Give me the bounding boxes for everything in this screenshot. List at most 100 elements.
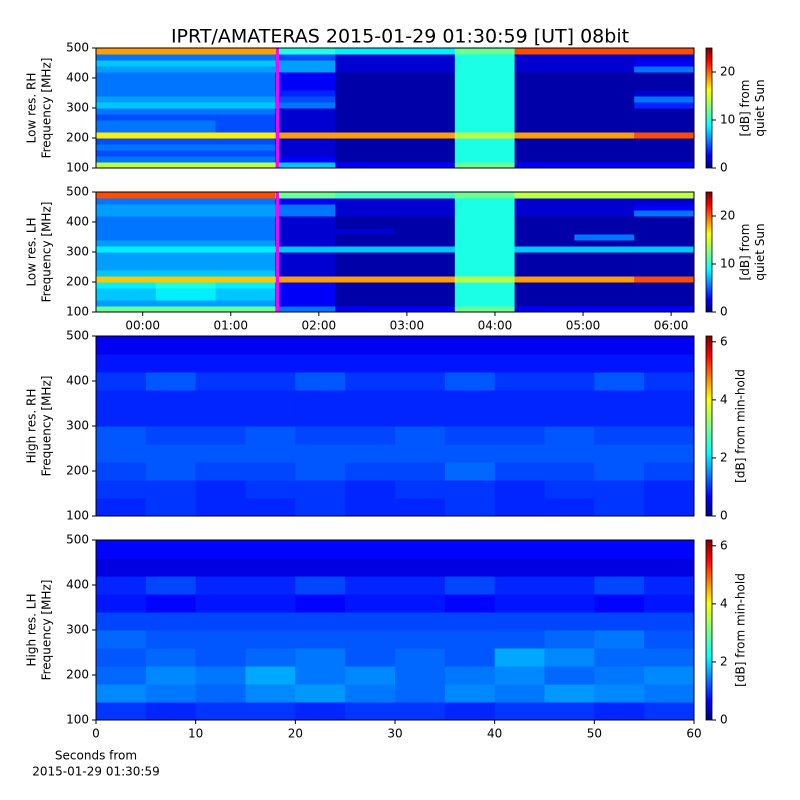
y-axis-label: Frequency [MHz]: [40, 376, 54, 477]
heatmap-cell: [96, 132, 157, 139]
heatmap-cell: [155, 66, 217, 73]
heatmap-cell: [145, 684, 197, 703]
heatmap-cell: [145, 480, 197, 499]
heatmap-cell: [454, 270, 516, 277]
heatmap-cell: [514, 210, 575, 217]
heatmap-cell: [96, 126, 157, 133]
heatmap-cell: [514, 294, 575, 301]
heatmap-cell: [395, 132, 456, 139]
heatmap-cell: [594, 666, 645, 685]
heatmap-cell: [215, 222, 276, 229]
heatmap-cell: [395, 354, 446, 373]
heatmap-cell: [335, 252, 396, 259]
heatmap-cell: [335, 60, 396, 67]
heatmap-cell: [96, 288, 157, 295]
y-tick-label: 100: [66, 713, 89, 727]
heatmap-cell: [574, 288, 635, 295]
heatmap-cell: [514, 246, 575, 253]
heatmap-cell: [155, 126, 217, 133]
heatmap-cell: [275, 114, 336, 121]
heatmap-cell: [395, 102, 456, 109]
heatmap-cell: [96, 480, 147, 499]
colorbar-tick-label: 6: [720, 334, 728, 348]
y-tick-label: 300: [66, 419, 89, 433]
heatmap-cell: [454, 306, 516, 313]
heatmap-cell: [454, 246, 516, 253]
heatmap-cell: [245, 498, 296, 517]
heatmap-cell: [245, 390, 296, 409]
heatmap-cell: [335, 270, 396, 277]
heatmap-cell: [444, 594, 496, 613]
heatmap-cell: [295, 336, 346, 355]
heatmap-cell: [155, 132, 217, 139]
heatmap-cell: [96, 258, 157, 265]
heatmap-cell: [155, 252, 217, 259]
heatmap-cell: [295, 408, 346, 427]
heatmap-cell: [454, 114, 516, 121]
heatmap-cell: [634, 144, 695, 151]
heatmap-cell: [96, 60, 157, 67]
heatmap-cell: [454, 258, 516, 265]
heatmap-cell: [634, 246, 695, 253]
heatmap-cell: [634, 204, 695, 211]
heatmap-cell: [454, 102, 516, 109]
heatmap-cell: [96, 300, 157, 307]
heatmap-cell: [634, 48, 695, 55]
heatmap-cell: [634, 294, 695, 301]
heatmap-cell: [634, 306, 695, 313]
heatmap-cell: [644, 390, 695, 409]
heatmap-cell: [395, 150, 456, 157]
heatmap-cell: [245, 684, 296, 703]
heatmap-cell: [96, 90, 157, 97]
heatmap-cell: [444, 480, 496, 499]
y-tick-label: 100: [66, 305, 89, 319]
colorbar: [705, 539, 713, 721]
heatmap-cell: [634, 102, 695, 109]
heatmap-cell: [245, 336, 296, 355]
heatmap-cell: [275, 54, 336, 61]
heatmap-cell: [454, 222, 516, 229]
heatmap-cell: [494, 444, 545, 463]
heatmap-cell: [574, 192, 635, 199]
heatmap-cell: [574, 240, 635, 247]
heatmap-cell: [215, 198, 276, 205]
heatmap-cell: [454, 264, 516, 271]
y-tick-label: 400: [66, 578, 89, 592]
heatmap-cell: [96, 372, 147, 391]
heatmap-cell: [634, 234, 695, 241]
heatmap-cell: [634, 120, 695, 127]
heatmap-cell: [574, 294, 635, 301]
heatmap-cell: [335, 108, 396, 115]
heatmap-cell: [155, 48, 217, 55]
heatmap-cell: [594, 648, 645, 667]
heatmap-cell: [96, 108, 157, 115]
heatmap-cell: [574, 48, 635, 55]
y-tick-label: 400: [66, 215, 89, 229]
heatmap-cell: [345, 666, 396, 685]
y-axis-label: High res. RH: [25, 389, 39, 464]
x-tick-label: 50: [587, 727, 602, 741]
heatmap-cell: [335, 300, 396, 307]
heatmap-cell: [96, 408, 147, 427]
heatmap-cell: [395, 594, 446, 613]
heatmap-cell: [335, 288, 396, 295]
heatmap-cell: [335, 102, 396, 109]
heatmap-cell: [514, 306, 575, 313]
heatmap-cell: [454, 126, 516, 133]
heatmap-cell: [514, 192, 575, 199]
heatmap-cell: [395, 66, 456, 73]
heatmap-cell: [96, 702, 147, 721]
heatmap-cell: [155, 246, 217, 253]
y-axis-label: Low res. RH: [25, 73, 39, 144]
heatmap-cell: [644, 702, 695, 721]
heatmap-cell: [514, 126, 575, 133]
heatmap-cell: [454, 132, 516, 139]
y-axis-label: Frequency [MHz]: [40, 580, 54, 681]
heatmap-cell: [335, 72, 396, 79]
heatmap-cell: [514, 138, 575, 145]
heatmap-cell: [96, 198, 157, 205]
heatmap-cell: [245, 594, 296, 613]
heatmap-cell: [644, 444, 695, 463]
figure-title: IPRT/AMATERAS 2015-01-29 01:30:59 [UT] 0…: [171, 26, 629, 48]
heatmap-cell: [514, 150, 575, 157]
